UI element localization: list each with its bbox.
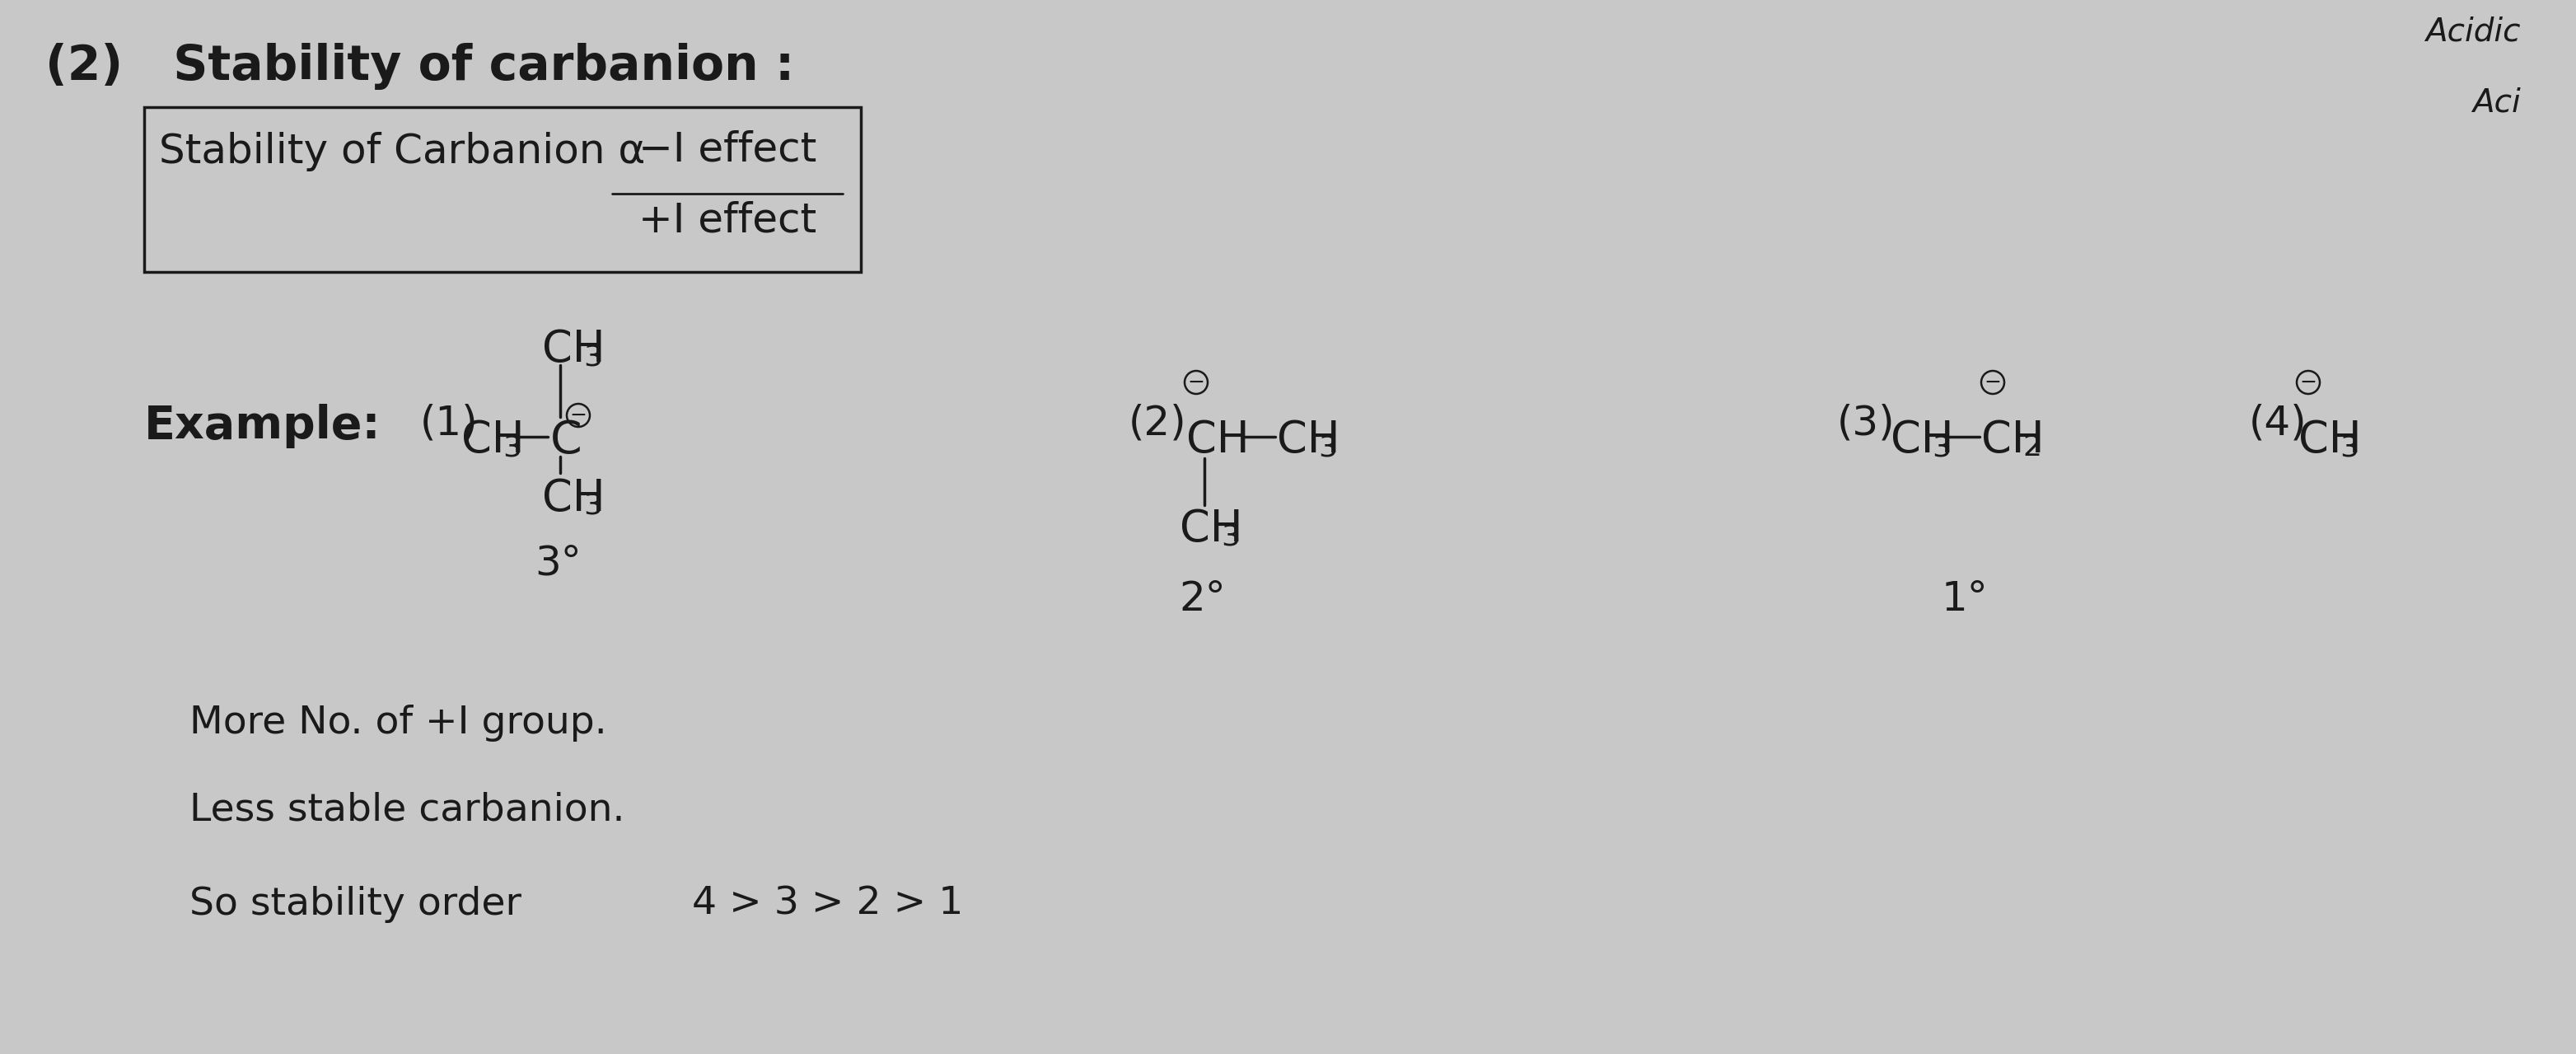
Text: CH: CH [541,477,605,520]
Text: (2)   Stability of carbanion :: (2) Stability of carbanion : [46,43,793,90]
Text: CH: CH [1891,418,1953,462]
Text: 1°: 1° [1942,580,1989,619]
Text: 2: 2 [2022,433,2040,462]
Text: So stability order: So stability order [191,886,520,923]
Text: 3: 3 [1221,523,1239,550]
Text: CH: CH [461,418,526,462]
Text: (4): (4) [2249,404,2308,444]
Text: More No. of +I group.: More No. of +I group. [191,704,608,742]
Text: (1): (1) [420,404,479,444]
Text: −I effect: −I effect [639,131,817,170]
Text: +I effect: +I effect [639,200,817,240]
Text: CH: CH [1180,508,1242,550]
Text: Example:: Example: [144,404,381,448]
Text: 3: 3 [2339,433,2360,462]
Text: −: − [1188,372,1206,392]
Text: −: − [2300,372,2316,392]
Text: CH: CH [1188,418,1249,462]
Text: −: − [1984,372,2002,392]
Bar [144,108,860,272]
Text: 3: 3 [1319,433,1337,462]
Text: CH: CH [541,328,605,371]
Text: (3): (3) [1837,404,1896,444]
Text: CH: CH [2298,418,2362,462]
Text: CH: CH [1278,418,1340,462]
Text: Less stable carbanion.: Less stable carbanion. [191,792,626,828]
Text: (2): (2) [1128,404,1188,444]
Text: Acidic: Acidic [2427,17,2522,47]
Text: Aci: Aci [2473,86,2522,118]
Text: −: − [569,406,587,425]
Text: 3: 3 [582,492,603,520]
Text: 3: 3 [1932,433,1950,462]
Text: 2°: 2° [1180,580,1226,619]
Text: CH: CH [1981,418,2045,462]
Text: 4 > 3 > 2 > 1: 4 > 3 > 2 > 1 [693,886,963,923]
Text: 3: 3 [582,343,603,371]
Text: 3°: 3° [536,543,582,583]
Text: Stability of Carbanion α: Stability of Carbanion α [160,132,647,172]
Text: 3: 3 [502,433,520,462]
Text: C: C [551,418,582,463]
